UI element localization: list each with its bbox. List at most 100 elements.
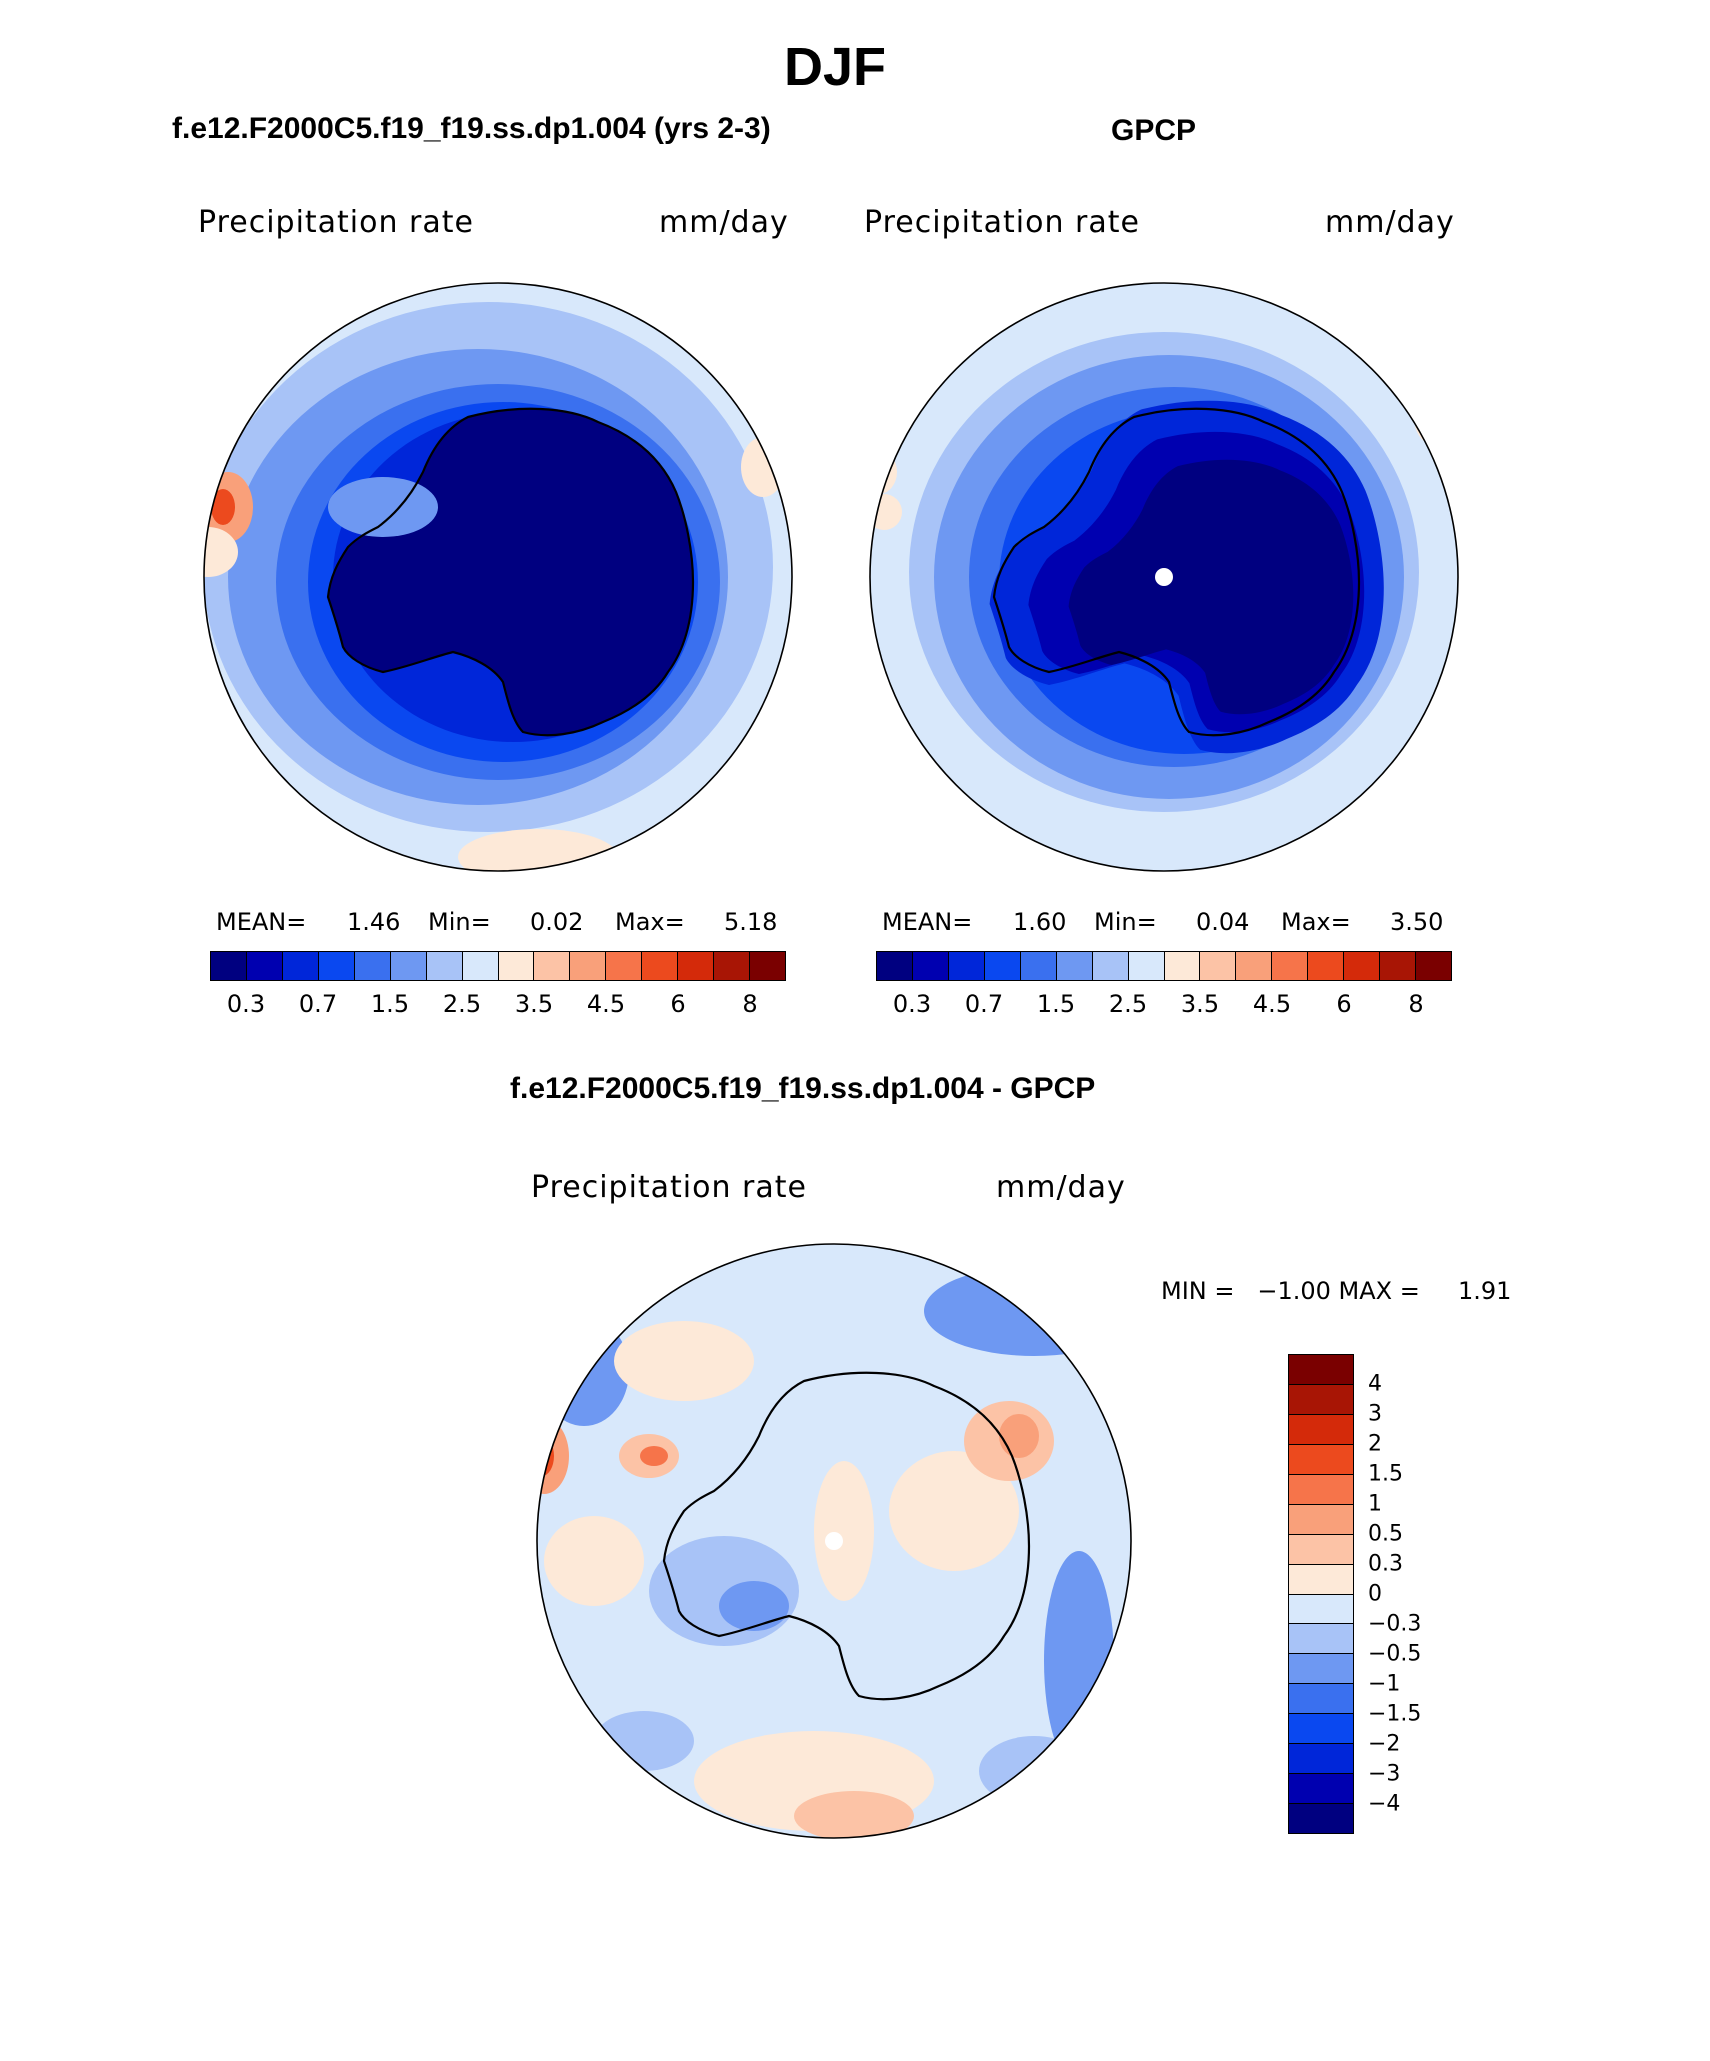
model-colorbar-swatch — [425, 952, 462, 980]
obs-colorbar-swatch — [1019, 952, 1056, 980]
obs-max-value: 3.50 — [1390, 908, 1444, 936]
obs-colorbar-swatch — [1379, 952, 1416, 980]
diff-colorbar-swatch — [1289, 1355, 1353, 1384]
diff-colorbar-swatch — [1289, 1713, 1353, 1744]
obs-colorbar-tick-label: 8 — [1408, 990, 1424, 1018]
diff-colorbar-tick-label: −0.3 — [1368, 1611, 1422, 1637]
model-colorbar-tick-label: 2.5 — [442, 990, 482, 1018]
diff-colorbar-swatch — [1289, 1743, 1353, 1774]
diff-colorbar-tick-label: 3 — [1368, 1401, 1382, 1427]
diff-colorbar-tick-label: −0.5 — [1368, 1641, 1422, 1667]
obs-colorbar-swatch — [1271, 952, 1308, 980]
diff-colorbar-swatch — [1289, 1473, 1353, 1504]
diff-colorbar-tick-label: 4 — [1368, 1371, 1382, 1397]
model-colorbar — [210, 951, 786, 981]
obs-colorbar-swatch — [983, 952, 1020, 980]
figure-title: DJF — [783, 37, 886, 97]
obs-colorbar-tick-label: 3.5 — [1180, 990, 1220, 1018]
obs-colorbar-swatch — [877, 952, 912, 980]
diff-colorbar-swatch — [1289, 1533, 1353, 1564]
obs-mean-value: 1.60 — [1013, 908, 1067, 936]
diff-colorbar-tick-label: −3 — [1368, 1761, 1401, 1787]
diff-colorbar-swatch — [1289, 1563, 1353, 1594]
model-variable-label: Precipitation rate — [198, 205, 474, 240]
model-colorbar-swatch — [533, 952, 570, 980]
model-colorbar-swatch — [245, 952, 282, 980]
model-colorbar-tick-label: 0.7 — [298, 990, 338, 1018]
obs-colorbar-swatch — [1163, 952, 1200, 980]
obs-colorbar-swatch — [911, 952, 948, 980]
model-colorbar-swatch — [677, 952, 714, 980]
panel-model-heading: f.e12.F2000C5.f19_f19.ss.dp1.004 (yrs 2-… — [172, 112, 771, 145]
obs-mean-label: MEAN= — [882, 908, 973, 936]
obs-colorbar-tick-label: 0.7 — [964, 990, 1004, 1018]
model-colorbar-swatch — [353, 952, 390, 980]
model-colorbar-swatch — [641, 952, 678, 980]
model-colorbar-swatch — [749, 952, 785, 980]
diff-colorbar-swatch — [1289, 1683, 1353, 1714]
obs-colorbar-swatch — [1055, 952, 1092, 980]
panel-obs-heading: GPCP — [1111, 114, 1197, 147]
diff-colorbar-tick-label: −1.5 — [1368, 1701, 1422, 1727]
diff-colorbar-ticks: 4 3 2 1.5 1 0.5 0.3 0 −0.3 −0.5 −1 −1.5 −2 −3 −4 — [1368, 1354, 1468, 1834]
obs-colorbar-tick-label: 0.3 — [892, 990, 932, 1018]
diff-colorbar-tick-label: 2 — [1368, 1431, 1382, 1457]
model-min-label: Min= — [428, 908, 491, 936]
obs-polar-map — [869, 282, 1459, 872]
model-colorbar-tick-label: 0.3 — [226, 990, 266, 1018]
model-colorbar-tick-label: 1.5 — [370, 990, 410, 1018]
model-colorbar-swatch — [317, 952, 354, 980]
obs-colorbar-swatch — [1091, 952, 1128, 980]
obs-colorbar-swatch — [1199, 952, 1236, 980]
model-colorbar-ticks: 0.3 0.7 1.5 2.5 3.5 4.5 6 8 — [210, 990, 786, 1020]
obs-colorbar-tick-label: 4.5 — [1252, 990, 1292, 1018]
obs-colorbar-swatch — [1415, 952, 1451, 980]
obs-min-value: 0.04 — [1196, 908, 1250, 936]
obs-min-label: Min= — [1094, 908, 1157, 936]
model-mean-value: 1.46 — [347, 908, 401, 936]
obs-colorbar — [876, 951, 1452, 981]
model-colorbar-swatch — [461, 952, 498, 980]
obs-colorbar-tick-label: 2.5 — [1108, 990, 1148, 1018]
model-colorbar-swatch — [605, 952, 642, 980]
diff-colorbar — [1288, 1354, 1354, 1834]
diff-variable-label: Precipitation rate — [531, 1170, 807, 1205]
model-max-value: 5.18 — [724, 908, 778, 936]
model-max-label: Max= — [615, 908, 685, 936]
obs-colorbar-tick-label: 1.5 — [1036, 990, 1076, 1018]
model-min-value: 0.02 — [530, 908, 584, 936]
diff-polar-map — [536, 1243, 1132, 1839]
diff-colorbar-tick-label: −1 — [1368, 1671, 1401, 1697]
diff-colorbar-swatch — [1289, 1383, 1353, 1414]
obs-colorbar-swatch — [1307, 952, 1344, 980]
model-colorbar-swatch — [497, 952, 534, 980]
obs-colorbar-ticks: 0.3 0.7 1.5 2.5 3.5 4.5 6 8 — [876, 990, 1452, 1020]
diff-colorbar-swatch — [1289, 1653, 1353, 1684]
model-colorbar-swatch — [713, 952, 750, 980]
diff-colorbar-swatch — [1289, 1503, 1353, 1534]
obs-colorbar-tick-label: 6 — [1336, 990, 1352, 1018]
diff-colorbar-tick-label: 0.3 — [1368, 1551, 1403, 1577]
model-colorbar-tick-label: 4.5 — [586, 990, 626, 1018]
diff-units-label: mm/day — [996, 1170, 1126, 1205]
obs-max-label: Max= — [1281, 908, 1351, 936]
obs-colorbar-swatch — [1127, 952, 1164, 980]
obs-units-label: mm/day — [1325, 205, 1455, 240]
model-polar-map — [203, 282, 793, 872]
diff-colorbar-swatch — [1289, 1623, 1353, 1654]
obs-colorbar-swatch — [1343, 952, 1380, 980]
model-units-label: mm/day — [659, 205, 789, 240]
diff-colorbar-tick-label: 0 — [1368, 1581, 1382, 1607]
obs-variable-label: Precipitation rate — [864, 205, 1140, 240]
model-colorbar-tick-label: 8 — [742, 990, 758, 1018]
diff-colorbar-swatch — [1289, 1773, 1353, 1804]
obs-colorbar-swatch — [947, 952, 984, 980]
diff-colorbar-swatch — [1289, 1593, 1353, 1624]
model-colorbar-tick-label: 6 — [670, 990, 686, 1018]
diff-colorbar-swatch — [1289, 1443, 1353, 1474]
model-colorbar-swatch — [281, 952, 318, 980]
obs-colorbar-swatch — [1235, 952, 1272, 980]
diff-colorbar-tick-label: −2 — [1368, 1731, 1401, 1757]
diff-colorbar-tick-label: 1 — [1368, 1491, 1382, 1517]
model-mean-label: MEAN= — [216, 908, 307, 936]
